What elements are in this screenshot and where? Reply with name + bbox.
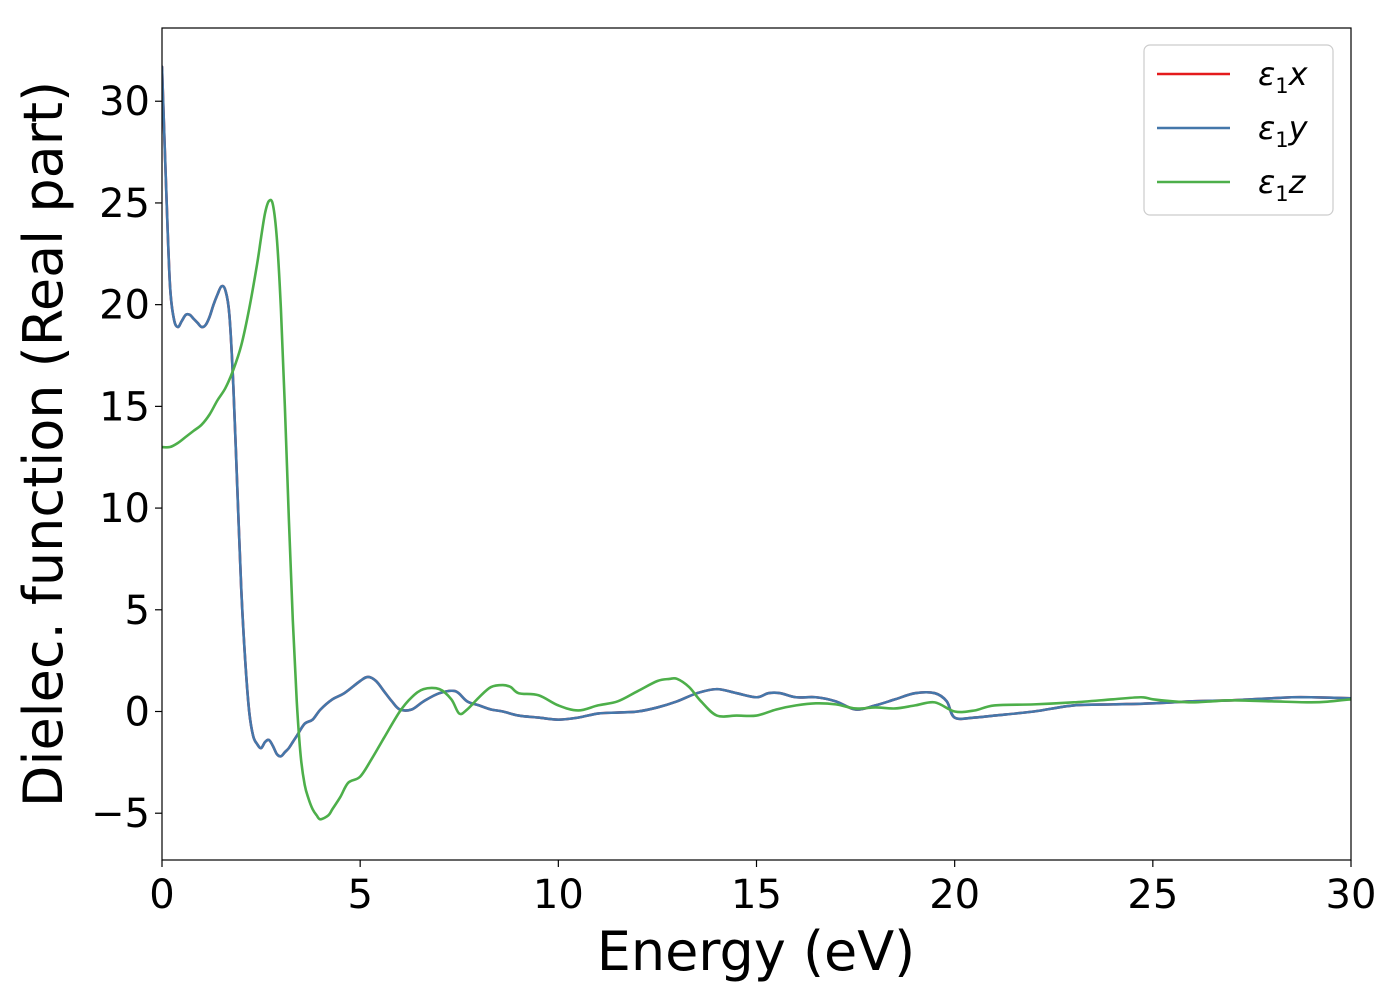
series-line-z [162,198,1351,821]
legend-box [1143,44,1334,216]
x-axis-ticks: 0 5 10 15 20 25 30 [149,860,1376,918]
y-axis-label: Dielec. function (Real part) [12,81,75,807]
y-tick-label: 0 [125,690,150,736]
y-tick-label: 15 [99,384,150,430]
x-tick-label: 0 [149,872,174,918]
x-axis-label: Energy (eV) [597,920,916,983]
legend-label-x: ε1x [1258,55,1309,98]
x-tick-label: 15 [731,872,782,918]
y-tick-label: 10 [99,486,150,532]
x-tick-label: 10 [533,872,584,918]
y-tick-label: 25 [99,181,150,227]
legend-label-z: ε1z [1258,163,1307,206]
y-tick-label: 30 [99,79,150,125]
y-tick-label: 5 [125,588,150,634]
y-axis-ticks: −5 0 5 10 15 20 25 30 [91,79,162,837]
x-tick-label: 5 [347,872,372,918]
series-layer [162,65,1351,821]
y-tick-label: 20 [99,283,150,329]
x-tick-label: 30 [1326,872,1377,918]
legend-label-y: ε1y [1258,109,1309,152]
legend: ε1x ε1y ε1z [1143,44,1334,216]
x-tick-label: 25 [1127,872,1178,918]
series-line-y [162,65,1351,758]
y-tick-label: −5 [91,791,150,837]
x-tick-label: 20 [929,872,980,918]
